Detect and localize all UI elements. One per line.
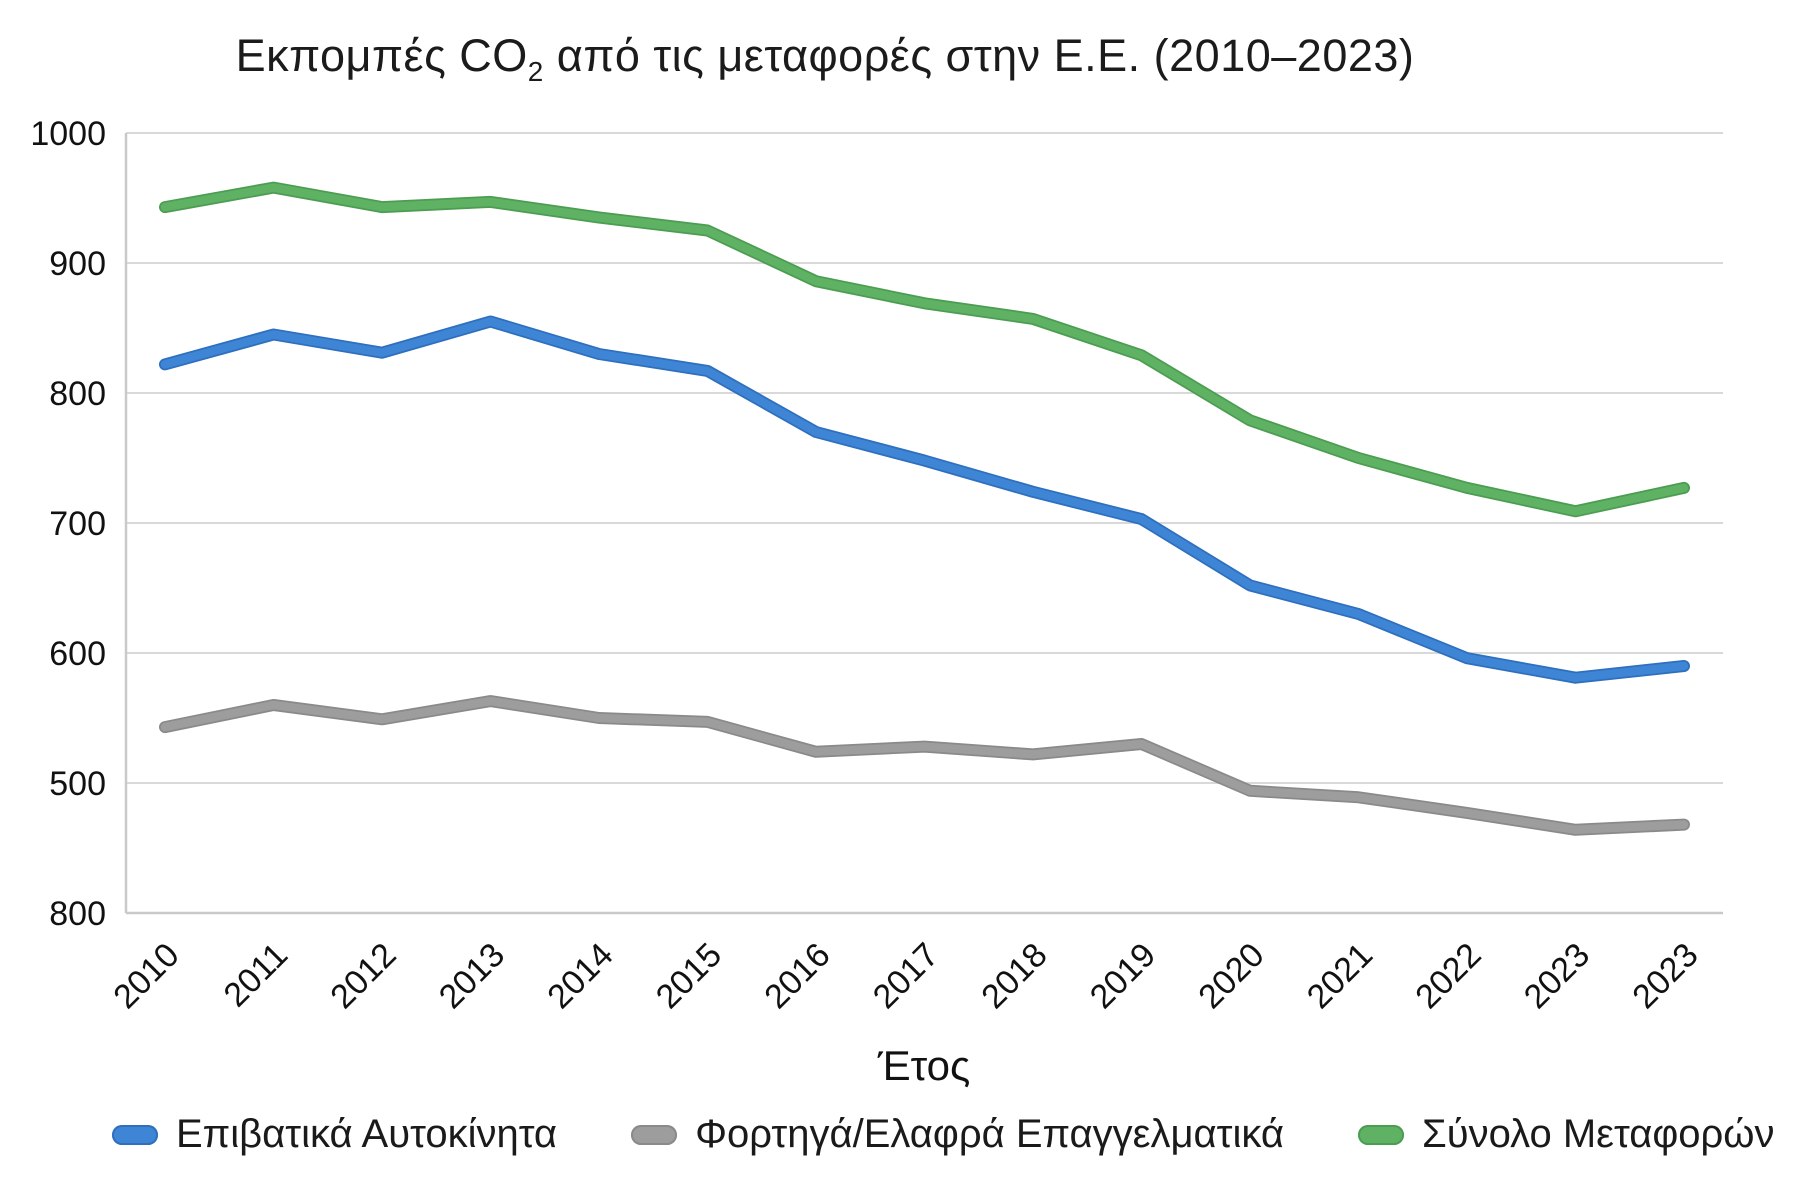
- series-line: [160, 317, 1689, 682]
- series-line: [160, 696, 1689, 835]
- y-tick-label: 800: [49, 375, 106, 413]
- y-tick-label-bottom: 800: [49, 895, 106, 933]
- legend-item: Επιβατικά Αυτοκίνητα: [112, 1112, 557, 1157]
- legend-item: Σύνολο Μεταφορών: [1358, 1112, 1775, 1157]
- x-tick-label: 2010: [106, 936, 186, 1016]
- x-tick-label: 2011: [217, 936, 296, 1015]
- x-tick-label: 2023: [1517, 936, 1597, 1016]
- y-tick-label: 500: [49, 765, 106, 803]
- chart-legend: Επιβατικά Αυτοκίνητα Φορτηγά/Ελαφρά Επαγγ…: [112, 1112, 1775, 1157]
- legend-swatch: [112, 1124, 158, 1145]
- x-tick-label: 2021: [1300, 936, 1380, 1016]
- x-tick-label: 2023: [1625, 936, 1705, 1016]
- chart-title: Εκπομπές CO2 από τις μεταφορές στην Ε.Ε.…: [0, 30, 1650, 88]
- y-tick-label: 900: [49, 245, 106, 283]
- x-tick-label: 2019: [1083, 936, 1163, 1016]
- legend-label: Σύνολο Μεταφορών: [1422, 1112, 1775, 1156]
- x-tick-label: 2016: [757, 936, 837, 1016]
- chart-title-subscript: 2: [527, 56, 544, 87]
- x-tick-label: 2012: [323, 936, 403, 1016]
- x-tick-label: 2018: [974, 936, 1054, 1016]
- y-tick-label: 1000: [30, 115, 106, 153]
- x-tick-label: 2017: [866, 936, 946, 1016]
- series-line: [160, 183, 1689, 516]
- x-tick-label: 2013: [432, 936, 512, 1016]
- legend-swatch: [1358, 1124, 1404, 1145]
- y-tick-label: 600: [49, 635, 106, 673]
- x-axis-title: Έτος: [877, 1042, 971, 1089]
- x-tick-label: 2020: [1191, 936, 1271, 1016]
- x-tick-label: 2014: [540, 936, 620, 1016]
- chart-title-suffix: από τις μεταφορές στην Ε.Ε. (2010–2023): [543, 30, 1415, 81]
- x-tick-label: 2022: [1408, 936, 1488, 1016]
- legend-label: Φορτηγά/Ελαφρά Επαγγελματικά: [695, 1112, 1284, 1156]
- y-tick-label: 700: [49, 505, 106, 543]
- legend-swatch: [631, 1124, 678, 1145]
- series-line-edge: [159, 315, 1690, 684]
- chart-title-prefix: Εκπομπές CO: [235, 30, 528, 81]
- x-tick-label: 2015: [649, 936, 729, 1016]
- legend-item: Φορτηγά/Ελαφρά Επαγγελματικά: [631, 1112, 1284, 1157]
- legend-label: Επιβατικά Αυτοκίνητα: [176, 1112, 558, 1156]
